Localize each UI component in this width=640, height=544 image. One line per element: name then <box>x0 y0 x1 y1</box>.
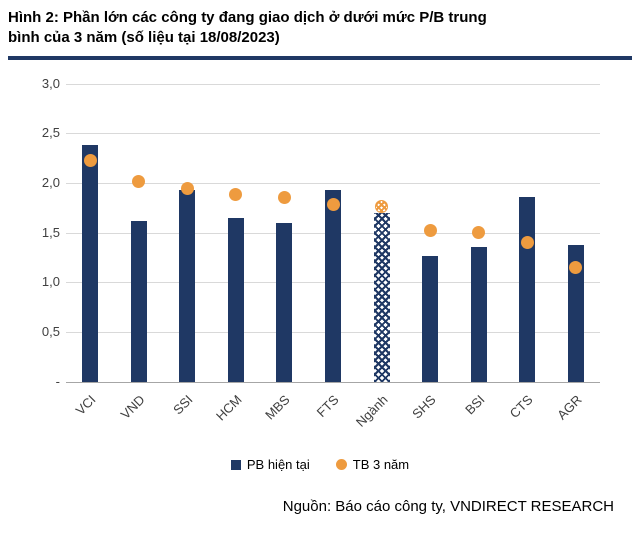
bar-VCI <box>82 145 99 382</box>
bar-VND <box>130 220 147 382</box>
bar-chart: - 0,5 1,0 1,5 2,0 2,5 3,0 VCI VND SSI HCM MBS FTS Ng… <box>0 62 640 454</box>
marker-FTS <box>326 198 340 212</box>
x-axis-label-VCI: VCI <box>72 391 99 418</box>
x-axis-label-BSI: BSI <box>461 391 488 417</box>
chart-plot-area: VCI VND SSI HCM MBS FTS Ngành SHS BSI CTS AGR <box>66 83 600 429</box>
marker-HCM <box>229 188 243 202</box>
y-axis-tick-label: 3,0 <box>41 75 60 91</box>
marker-SSI <box>180 182 194 196</box>
bar-SHS <box>422 256 439 382</box>
y-axis-tick-label: 1,0 <box>41 274 60 290</box>
y-axis-tick-label: 0,5 <box>41 323 60 339</box>
x-axis-label-FTS: FTS <box>313 391 342 420</box>
x-axis-label-CTS: CTS <box>506 391 536 421</box>
x-axis-label-SSI: SSI <box>170 391 196 417</box>
marker-VCI <box>83 154 97 168</box>
x-axis-label-HCM: HCM <box>212 391 245 424</box>
bar-AGR <box>567 245 584 382</box>
page-title-line-1: Hình 2: Phần lớn các công ty đang giao d… <box>8 9 487 26</box>
gridline <box>66 83 600 85</box>
marker-Ngành <box>375 200 389 214</box>
legend-label-tb-3-nam: TB 3 năm <box>352 457 410 472</box>
bar-HCM <box>227 217 244 382</box>
bar-FTS <box>325 189 341 382</box>
x-axis-line <box>66 381 600 383</box>
legend: PB hiện tại TB 3 năm <box>0 454 640 476</box>
gridline <box>66 133 600 135</box>
x-axis-label-AGR: AGR <box>553 391 585 423</box>
bar-Ngành <box>373 212 390 382</box>
y-axis-tick-label: - <box>55 373 60 389</box>
legend-item-tb-3-nam: TB 3 năm <box>335 457 410 472</box>
marker-AGR <box>569 260 583 274</box>
y-axis-tick-label: 2,5 <box>41 125 60 141</box>
legend-bar-swatch <box>230 459 241 470</box>
marker-SHS <box>423 224 437 237</box>
bar-SSI <box>179 189 196 382</box>
marker-MBS <box>277 191 291 205</box>
y-axis-tick-label: 1,5 <box>41 224 60 240</box>
chart-header: Hình 2: Phần lớn các công ty đang giao d… <box>0 0 640 49</box>
gridline <box>66 182 600 184</box>
y-axis-tick-label: 2,0 <box>41 174 60 190</box>
page-title-line-2: bình của 3 năm (số liệu tại 18/08/2023) <box>8 29 280 47</box>
legend-item-pb-hien-tai: PB hiện tại <box>230 457 310 472</box>
legend-label-pb-hien-tai: PB hiện tại <box>246 457 310 472</box>
bar-MBS <box>276 222 293 382</box>
source-text: Nguồn: Báo cáo công ty, VNDIRECT RESEARC… <box>282 497 614 515</box>
x-axis-label-SHS: SHS <box>409 391 439 422</box>
y-axis: - 0,5 1,0 1,5 2,0 2,5 3,0 <box>8 76 60 389</box>
marker-VND <box>132 175 146 189</box>
legend-dot-swatch <box>335 459 347 470</box>
bar-BSI <box>470 247 487 382</box>
marker-CTS <box>520 235 534 249</box>
marker-BSI <box>472 226 486 239</box>
x-axis-label-VND: VND <box>117 391 148 422</box>
bar-CTS <box>519 196 536 382</box>
x-axis-label-MBS: MBS <box>262 391 294 423</box>
x-axis-label-Ngành: Ngành <box>352 391 391 430</box>
title-underline-rule <box>8 55 632 60</box>
